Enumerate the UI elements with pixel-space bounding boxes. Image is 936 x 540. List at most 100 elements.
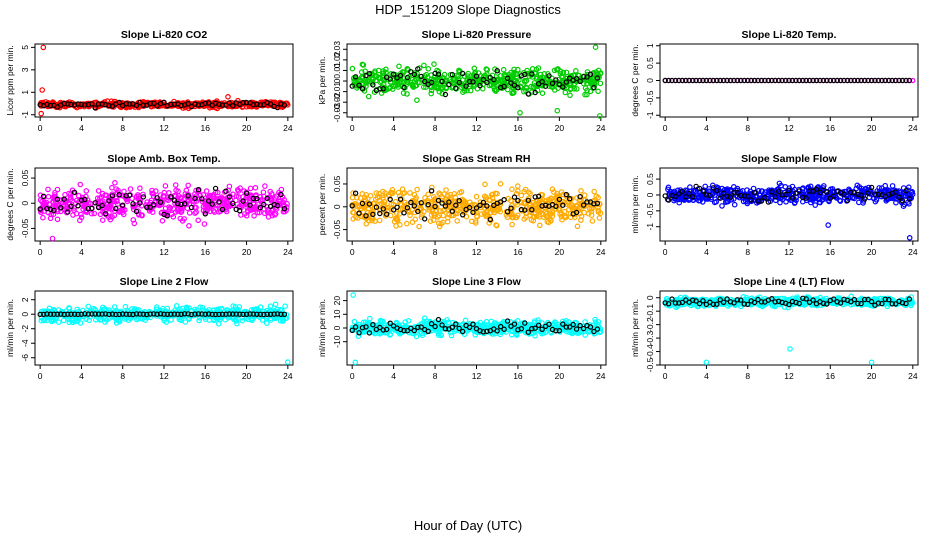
data-point <box>530 218 537 224</box>
hourly-point <box>584 74 590 80</box>
data-point <box>122 207 128 213</box>
y-tick-label: 0 <box>645 78 655 83</box>
x-tick-label: 8 <box>120 371 125 381</box>
x-tick-label: 20 <box>555 123 565 133</box>
hourly-point <box>257 204 263 211</box>
data-point <box>428 90 435 97</box>
data-point <box>424 199 431 206</box>
hourly-point <box>404 74 411 81</box>
hourly-point <box>349 83 355 89</box>
y-tick-label: 20 <box>332 296 342 306</box>
hourly-point <box>525 91 532 97</box>
data-point <box>484 211 491 218</box>
data-point <box>573 86 580 92</box>
data-point <box>572 68 579 74</box>
data-point <box>515 188 521 194</box>
hourly-point <box>126 192 133 198</box>
hourly-point <box>439 78 445 85</box>
data-point <box>582 85 589 91</box>
data-point <box>80 203 87 210</box>
hourly-points <box>349 188 601 223</box>
hourly-point <box>865 190 871 196</box>
hourly-point <box>366 201 373 207</box>
hourly-point <box>37 206 43 212</box>
series-points <box>37 180 290 242</box>
data-point <box>91 210 98 217</box>
hourly-point <box>553 77 559 83</box>
hourly-point <box>776 77 782 84</box>
hourly-point <box>470 79 476 85</box>
hourly-point <box>380 206 386 212</box>
hourly-point <box>868 184 875 191</box>
y-tick-label: 0.05 <box>20 170 30 187</box>
data-point <box>470 72 477 78</box>
hourly-point <box>580 74 587 80</box>
data-point <box>909 189 915 195</box>
y-axis-label: ml/min per min. <box>5 299 15 357</box>
data-point <box>518 192 525 199</box>
data-point <box>455 208 461 214</box>
hourly-point <box>116 99 123 106</box>
data-point <box>243 213 250 219</box>
data-point <box>421 208 427 215</box>
panel-title: Slope Sample Flow <box>741 153 838 165</box>
hourly-point <box>903 77 909 84</box>
data-point <box>437 191 443 198</box>
hourly-point <box>906 77 913 84</box>
data-point <box>531 202 538 208</box>
data-point <box>404 66 411 72</box>
hourly-point <box>532 194 538 200</box>
hourly-point <box>741 77 748 84</box>
hourly-point <box>418 73 424 80</box>
hourly-point <box>352 190 359 196</box>
hourly-point <box>404 204 411 211</box>
data-point <box>459 196 466 203</box>
x-tick-label: 4 <box>391 371 396 381</box>
hourly-point <box>40 193 47 199</box>
y-tick-label: 1 <box>645 43 655 48</box>
data-point <box>529 66 536 72</box>
data-point <box>696 192 703 199</box>
hourly-point <box>720 190 727 196</box>
hourly-point <box>779 192 785 198</box>
data-point <box>414 97 420 104</box>
hourly-point <box>906 196 913 202</box>
data-point <box>533 213 540 220</box>
data-point <box>95 188 102 194</box>
x-tick-label: 4 <box>704 123 709 133</box>
hourly-point <box>587 71 594 77</box>
data-point <box>584 71 591 78</box>
hourly-point <box>216 199 222 205</box>
hourly-point <box>384 211 390 217</box>
hourly-point <box>411 203 417 209</box>
hourly-point <box>432 70 438 77</box>
hourly-point <box>473 73 480 79</box>
hourly-point <box>473 205 480 211</box>
data-point <box>561 213 568 219</box>
x-tick-label: 24 <box>908 247 918 257</box>
data-point <box>210 208 217 214</box>
data-point <box>261 210 268 217</box>
data-point <box>910 77 916 84</box>
hourly-point <box>662 77 668 84</box>
data-point <box>731 201 738 208</box>
data-point <box>711 199 718 206</box>
panel-5: Slope Gas Stream RH0 4 8 12 16 20 24-0.0500.05… <box>317 153 607 257</box>
hourly-point <box>119 202 126 208</box>
hourly-point <box>58 205 64 211</box>
data-point <box>494 70 501 76</box>
data-point <box>404 91 410 97</box>
hourly-point <box>219 206 226 213</box>
hourly-point <box>223 188 229 194</box>
hourly-point <box>85 205 92 212</box>
hourly-point <box>377 86 383 92</box>
hourly-point <box>439 200 445 206</box>
data-point <box>54 216 61 223</box>
data-point <box>481 193 488 200</box>
data-point <box>88 210 95 217</box>
hourly-point <box>171 197 177 203</box>
hourly-point <box>772 193 778 200</box>
hourly-point <box>373 204 380 210</box>
